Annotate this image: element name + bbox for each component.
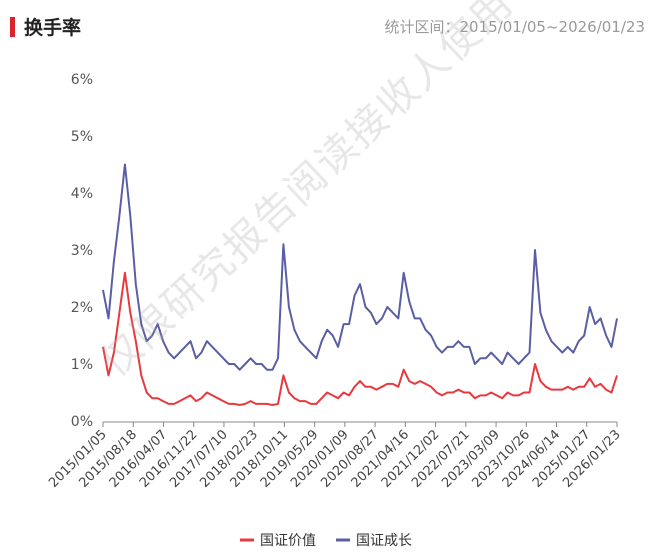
chart-title: 换手率 bbox=[24, 17, 82, 39]
series-line-1 bbox=[102, 271, 618, 406]
legend-label: 国证成长 bbox=[356, 533, 412, 549]
y-tick-label: 5% bbox=[71, 129, 93, 145]
title-accent-bar bbox=[10, 17, 15, 37]
legend-label: 国证价值 bbox=[260, 533, 316, 549]
y-tick-label: 6% bbox=[71, 72, 93, 88]
y-tick-label: 2% bbox=[71, 300, 93, 316]
y-tick-label: 1% bbox=[71, 357, 93, 373]
y-tick-label: 0% bbox=[71, 414, 93, 430]
series-line-2 bbox=[102, 163, 618, 371]
y-tick-label: 4% bbox=[71, 186, 93, 202]
y-tick-label: 3% bbox=[71, 243, 93, 259]
date-range-label: 统计区间：2015/01/05~2026/01/23 bbox=[384, 18, 645, 36]
